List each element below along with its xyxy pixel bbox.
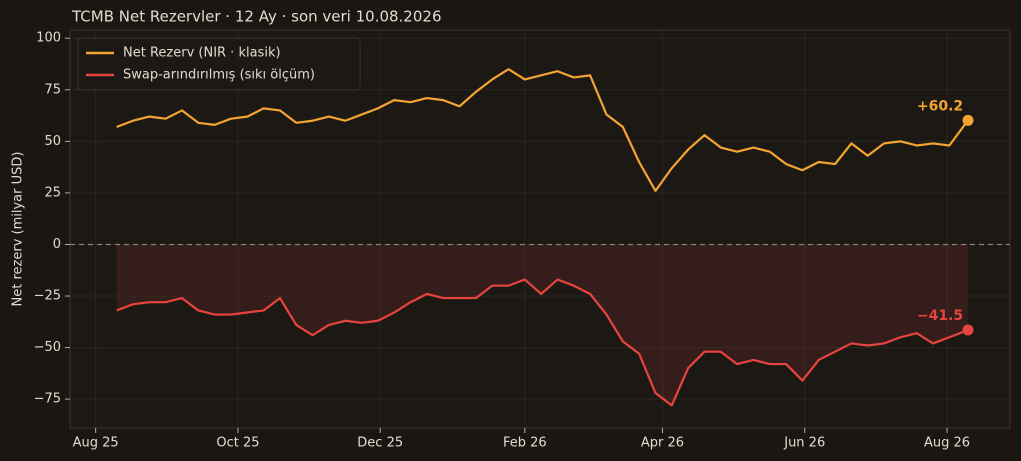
series-line: [116, 68, 969, 192]
x-tick-label: Dec 25: [357, 436, 403, 451]
area-fill: [116, 244, 969, 406]
y-tick-label: −25: [34, 289, 61, 304]
y-axis-label: Net rezerv (milyar USD): [11, 152, 26, 307]
chart-title: TCMB Net Rezervler · 12 Ay · son veri 10…: [71, 8, 442, 26]
legend-label: Net Rezerv (NIR · klasik): [123, 46, 281, 61]
series-line: [116, 278, 969, 407]
x-tick-label: Feb 26: [503, 436, 547, 451]
x-tick-label: Aug 25: [73, 436, 119, 451]
y-tick-label: −75: [34, 392, 61, 407]
y-tick-label: 25: [44, 185, 61, 200]
end-marker: [962, 114, 974, 126]
y-tick-label: 100: [36, 31, 61, 46]
legend: Net Rezerv (NIR · klasik) Swap-arındırılm…: [77, 37, 361, 91]
end-marker: [962, 324, 974, 336]
y-tick-label: 75: [44, 82, 61, 97]
legend-label: Swap-arındırılmış (sıkı ölçüm): [123, 68, 315, 83]
legend-box: [77, 37, 361, 91]
x-tick-label: Apr 26: [641, 436, 684, 451]
value-label: −41.5: [917, 308, 963, 324]
y-tick-label: 0: [53, 237, 61, 252]
y-tick-label: 50: [44, 134, 61, 149]
plot-area: [69, 29, 1011, 429]
x-tick-label: Aug 26: [924, 436, 970, 451]
value-label: +60.2: [917, 98, 963, 114]
y-tick-label: −50: [34, 340, 61, 355]
x-tick-label: Jun 26: [783, 436, 825, 451]
x-tick-label: Oct 25: [216, 436, 259, 451]
